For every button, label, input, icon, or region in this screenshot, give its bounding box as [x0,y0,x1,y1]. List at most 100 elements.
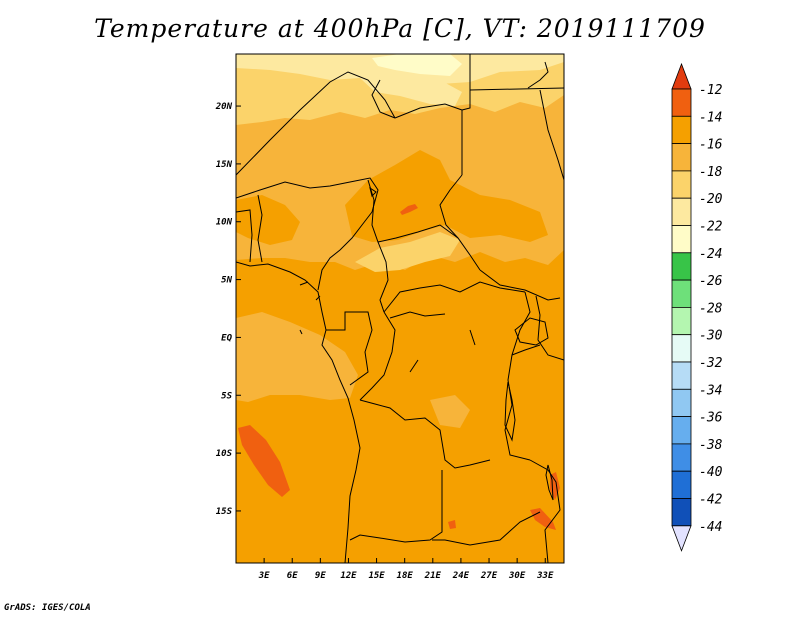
grads-credit: GrADS: IGES/COLA [4,603,91,613]
border-chad-west [367,179,459,243]
x-tick-label: 6E [287,571,298,581]
border-uganda-rwanda [511,344,541,356]
field-patch-minus16-east [430,395,470,428]
y-tick-label: 15S [216,507,233,517]
border-niger-nigeria [236,177,379,213]
colorbar-swatch [671,225,692,254]
field-patch-minus18-southwest [236,312,358,402]
colorbar-level-label: -34 [699,383,722,398]
colorbar-level-label: -44 [699,520,722,535]
colorbar-swatch [671,197,692,226]
colorbar-swatch [671,170,692,199]
border-ethiopia [539,89,564,181]
colorbar-level-label: -14 [699,110,722,125]
colorbar-bottom-arrow [671,525,692,552]
y-tick-label: 5N [221,276,232,286]
border-ghana [236,209,253,263]
colorbar-level-label: -16 [699,138,723,153]
map-title: Temperature at 400hPa [C], VT: 201911170… [94,14,706,43]
x-tick-label: 15E [368,571,385,581]
temperature-field [236,54,564,563]
colorbar-swatch [671,388,692,417]
plot-frame [235,53,565,564]
colorbar-swatch [671,498,692,527]
border-libya-egypt [461,54,471,111]
colorbar-level-label: -28 [699,301,723,316]
border-drc-angola [359,399,491,469]
colorbar-level-label: -20 [699,192,723,207]
x-tick-label: 3E [258,571,270,581]
border-libya-niger [394,103,463,175]
colorbar-level-label: -32 [699,356,723,371]
colorbar-level-label: -22 [699,220,723,235]
field-patch-minus12-chad [400,204,418,215]
colorbar-swatch [671,416,692,445]
border-kenya-uganda [535,295,564,361]
colorbar-level-label: -18 [699,165,723,180]
colorbar-level-label: -12 [699,83,723,98]
river-congo [389,311,476,373]
field-patch-minus22-north [372,54,462,76]
lake-victoria [514,317,549,346]
colorbar-swatch [671,361,692,390]
y-tick-label: EQ [221,333,232,343]
colorbar-swatch [671,306,692,336]
x-tick-label: 24E [452,571,470,581]
border-nigeria-cameroon [317,211,373,291]
field-patch-minus12-angola-coast [238,425,290,497]
lake-tanganyika [504,381,516,442]
coast-red-sea [527,61,549,89]
border-car-drc [383,281,526,313]
colorbar-swatch [671,88,692,117]
country-borders [236,54,564,563]
y-tick-label: 20N [215,102,233,112]
border-tanzania-mozambique [529,459,561,563]
border-angola-zambia [349,470,443,543]
y-tick-label: 15N [216,160,233,170]
colorbar-level-label: -30 [699,329,723,344]
colorbar: -12 -14 -16 -18 -20 -22 -24 -26 -28 -30 -32 -34 -36 -… [671,62,723,552]
border-algeria-south [236,71,396,176]
colorbar-level-label: -40 [699,465,723,480]
border-cameroon-car [377,241,389,313]
x-tick-label: 21E [424,571,442,581]
x-tick-label: 27E [480,571,498,581]
x-tick-label: 9E [315,571,326,581]
colorbar-top-arrow [671,62,692,90]
border-gabon-congo [326,311,373,386]
field-patch-minus12-zambia [448,520,456,529]
x-tick-label: 12E [340,571,357,581]
colorbar-level-label: -42 [699,493,723,508]
border-congo-drc [359,311,396,401]
colorbar-swatch [671,334,692,363]
y-tick-label: 10N [216,218,233,228]
x-tick-label: 30E [508,571,526,581]
colorbar-swatch [671,279,692,308]
colorbar-swatch [671,252,692,281]
border-niger-chad-sudan [371,79,396,119]
y-tick-label: 5S [221,391,232,401]
lake-chad [369,186,377,197]
x-tick-label: 33E [536,571,554,581]
coast-gulf-guinea-islands [299,281,321,335]
colorbar-level-label: -36 [699,411,723,426]
coastline-west-africa [236,261,361,563]
border-zambia-south [432,511,541,546]
border-sudan-egypt [469,87,564,91]
colorbar-swatch [671,143,692,172]
border-drc-east [504,291,531,461]
field-patch-minus18-center [355,232,460,272]
x-tick-label: 18E [397,571,414,581]
colorbar-swatch [671,115,692,145]
border-chad-sudan [439,174,481,271]
lake-malawi [545,464,554,501]
border-benin-togo [257,194,263,263]
y-tick-label: 10S [216,449,233,459]
axis-ticks: 3E 6E 9E 12E 15E 18E 21E 24E 27E 30E 33E 20N 15N 10N 5… [215,102,554,581]
border-sudan-south [479,269,561,301]
colorbar-level-label: -24 [699,247,722,262]
colorbar-swatch [671,443,692,472]
colorbar-swatch [671,470,692,499]
field-patch-minus20-north-east [360,70,462,106]
